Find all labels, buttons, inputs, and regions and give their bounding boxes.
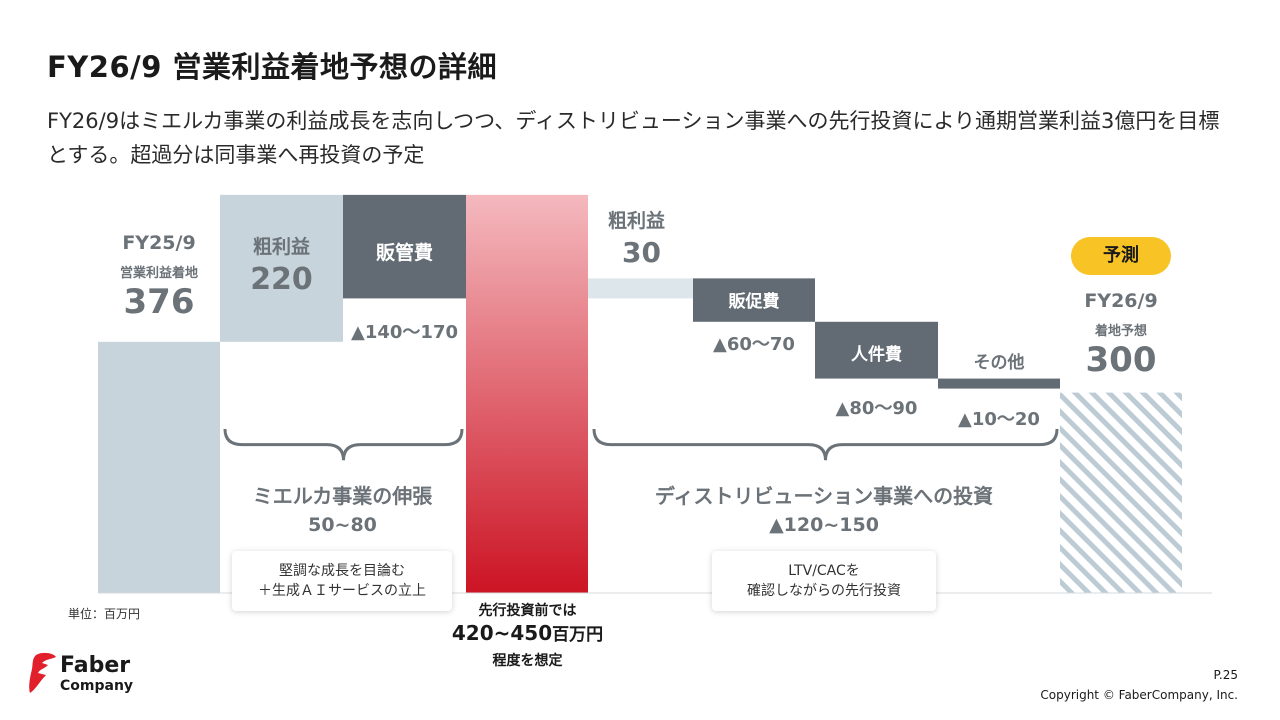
forecast-badge: 予測 bbox=[1071, 237, 1171, 275]
sga-label: 販管費 bbox=[375, 242, 433, 264]
bar-pre-investment bbox=[466, 194, 588, 593]
pre-invest-unit: 百万円 bbox=[552, 625, 604, 645]
group2-value: ▲120~150 bbox=[769, 514, 879, 536]
other-label: その他 bbox=[973, 353, 1025, 373]
bracket-distribution-group bbox=[592, 428, 1059, 461]
fy25-caption-label: 営業利益着地 bbox=[119, 266, 198, 281]
pre-invest-value: 420~450 bbox=[451, 621, 553, 645]
pre-invest-line3: 程度を想定 bbox=[492, 653, 563, 669]
group1-name: ミエルカ事業の伸張 bbox=[252, 484, 433, 508]
bar-gross-profit-1 bbox=[220, 194, 343, 342]
page-subtitle: FY26/9はミエルカ事業の利益成長を志向しつつ、ディストリビューション事業への… bbox=[47, 109, 1220, 167]
unit-label: 単位：百万円 bbox=[68, 607, 141, 621]
logo-line2: Company bbox=[60, 678, 134, 694]
personnel-label: 人件費 bbox=[851, 345, 902, 365]
fy26-period-label: FY26/9 bbox=[1084, 290, 1158, 312]
personnel-value: ▲80〜90 bbox=[835, 398, 918, 419]
bracket-mieruca-group bbox=[223, 428, 464, 461]
promo-value: ▲60〜70 bbox=[713, 334, 795, 355]
other-value: ▲10〜20 bbox=[958, 409, 1040, 430]
bar-fy26-forecast bbox=[1060, 392, 1182, 593]
note-mieruca-line2: ＋生成ＡＩサービスの立上 bbox=[258, 583, 426, 599]
logo-line1: Faber bbox=[60, 653, 131, 678]
sga-value: ▲140〜170 bbox=[351, 322, 458, 343]
note-box-mieruca: 堅調な成長を目論む ＋生成ＡＩサービスの立上 bbox=[232, 551, 452, 611]
fy25-period-label: FY25/9 bbox=[122, 232, 196, 254]
bar-personnel bbox=[815, 321, 938, 379]
note-mieruca-line1: 堅調な成長を目論む bbox=[279, 563, 405, 579]
pre-invest-amount: 420~450百万円 bbox=[430, 620, 625, 645]
fy26-value-label: 300 bbox=[1085, 340, 1157, 380]
bar-sga bbox=[343, 194, 466, 299]
fy25-value-label: 376 bbox=[123, 282, 195, 322]
bar-other bbox=[938, 378, 1060, 389]
note-distribution-line2: 確認しながらの先行投資 bbox=[747, 583, 901, 599]
faber-logo-icon bbox=[26, 651, 60, 695]
promo-label: 販促費 bbox=[728, 292, 780, 312]
gross-profit-1-value: 220 bbox=[250, 262, 313, 297]
page-number: P.25 bbox=[1213, 668, 1238, 682]
pre-invest-line1: 先行投資前では bbox=[478, 603, 577, 619]
gross-profit-2-label: 粗利益 bbox=[608, 210, 666, 232]
group2-name: ディストリビューション事業への投資 bbox=[654, 484, 994, 508]
group1-value: 50~80 bbox=[308, 514, 377, 536]
gross-profit-2-value: 30 bbox=[622, 236, 661, 269]
bar-gross-profit-2 bbox=[588, 278, 693, 299]
copyright: Copyright © FaberCompany, Inc. bbox=[1040, 688, 1238, 702]
gross-profit-1-label: 粗利益 bbox=[252, 236, 310, 258]
bar-fy25 bbox=[98, 341, 220, 593]
note-distribution-line1: LTV/CACを bbox=[788, 563, 860, 579]
page-title: FY26/9 営業利益着地予想の詳細 bbox=[47, 50, 498, 84]
bar-promotion bbox=[693, 278, 815, 322]
note-box-distribution: LTV/CACを 確認しながらの先行投資 bbox=[712, 551, 936, 611]
fy26-caption-label: 着地予想 bbox=[1094, 324, 1147, 339]
